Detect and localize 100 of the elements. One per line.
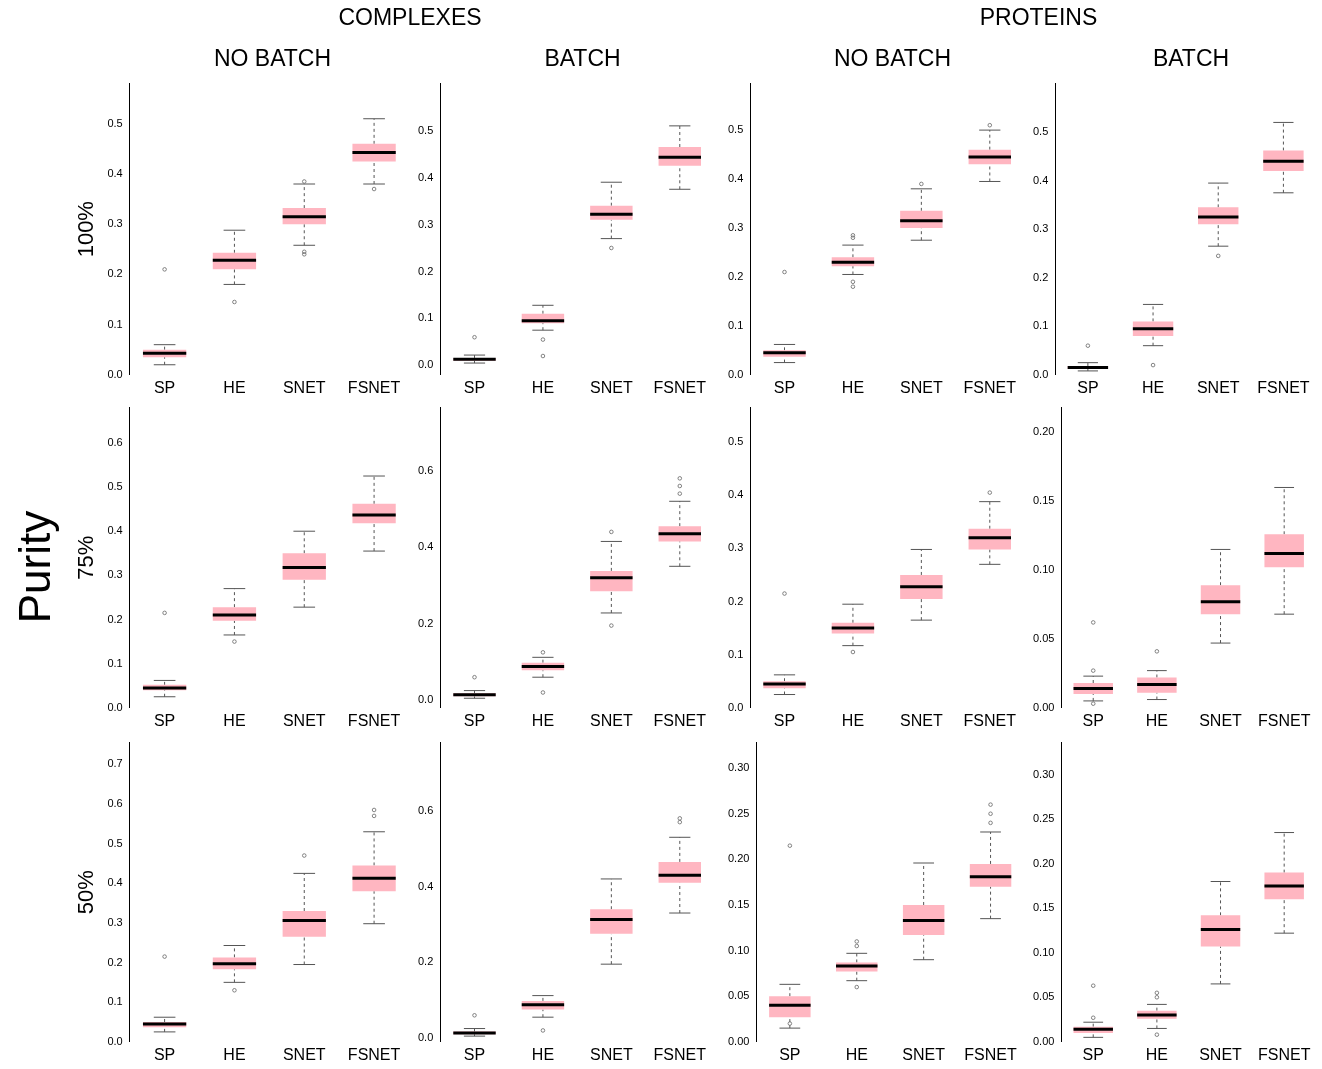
y-tick-label: 0.20 — [727, 852, 750, 865]
x-tick-label: SNET — [282, 711, 326, 729]
y-tick-label: 0.5 — [727, 123, 744, 136]
y-tick-label: 0.1 — [1032, 319, 1049, 332]
x-tick-label: SNET — [900, 711, 943, 729]
x-tick-label: FSNET — [1257, 378, 1310, 396]
x-tick-label: HE — [841, 378, 865, 396]
y-tick-label: 0.2 — [417, 616, 434, 629]
y-tick-label: 0.2 — [107, 955, 123, 968]
x-tick-label: HE — [1145, 711, 1168, 729]
x-tick-label: HE — [845, 1045, 868, 1063]
y-tick-label: 0.15 — [1032, 901, 1055, 914]
y-tick-label: 0.00 — [1032, 700, 1055, 713]
y-tick-label: 0.05 — [727, 989, 750, 1002]
y-tick-label: 0.3 — [1032, 222, 1049, 235]
y-tick-label: 0.0 — [417, 693, 434, 706]
y-tick-label: 0.5 — [107, 116, 123, 129]
x-tick-label: SP — [463, 1045, 486, 1063]
x-tick-label: FSNET — [653, 378, 707, 396]
text: PROTEINS — [978, 4, 1099, 31]
y-tick-label: 0.3 — [417, 217, 434, 230]
y-tick-label: 0.05 — [1032, 631, 1055, 644]
y-axis-title: 100% — [73, 201, 99, 258]
y-tick-label: 0.1 — [727, 318, 744, 331]
y-tick-label: 0.0 — [727, 700, 744, 713]
y-tick-label: 0.3 — [107, 217, 123, 230]
y-axis-title: 75% — [73, 535, 99, 580]
x-tick-label: SP — [153, 378, 176, 396]
x-tick-label: SP — [463, 378, 486, 396]
x-tick-label: HE — [531, 1045, 555, 1063]
x-tick-label: SNET — [282, 1045, 326, 1063]
y-tick-label: 0.0 — [107, 700, 123, 713]
y-tick-label: 0.5 — [417, 123, 434, 136]
x-tick-label: SP — [153, 1045, 176, 1063]
x-tick-label: SNET — [590, 1045, 633, 1063]
y-tick-label: 0.4 — [417, 540, 434, 553]
y-axis-title: 50% — [73, 870, 99, 915]
y-tick-label: 0.1 — [417, 311, 434, 324]
y-tick-label: 0.2 — [727, 594, 744, 607]
x-tick-label: SP — [1082, 1045, 1104, 1063]
chart-title: NO BATCH — [832, 44, 953, 73]
x-tick-label: HE — [1145, 1045, 1168, 1063]
y-tick-label: 0.5 — [107, 836, 123, 849]
x-tick-label: FSNET — [653, 711, 707, 729]
y-tick-label: 0.00 — [727, 1034, 750, 1047]
x-tick-label: HE — [531, 711, 555, 729]
x-tick-label: SNET — [900, 378, 943, 396]
x-tick-label: HE — [223, 378, 246, 396]
x-tick-label: SNET — [1199, 711, 1243, 729]
y-tick-label: 0.05 — [1032, 990, 1055, 1003]
y-tick-label: 0.3 — [727, 221, 744, 234]
y-tick-label: 0.0 — [417, 1031, 434, 1044]
y-tick-label: 0.15 — [727, 898, 750, 910]
text: COMPLEXES — [337, 4, 483, 31]
y-tick-label: 0.4 — [417, 170, 434, 183]
y-tick-label: 0.10 — [1032, 563, 1055, 576]
y-tick-label: 0.30 — [727, 761, 750, 774]
y-tick-label: 0.5 — [727, 435, 744, 448]
y-tick-label: 0.4 — [727, 488, 744, 501]
x-tick-label: FSNET — [964, 1045, 1017, 1063]
chart-title: BATCH — [543, 44, 622, 73]
y-tick-label: 0.0 — [107, 1034, 123, 1047]
x-tick-label: SNET — [1196, 378, 1240, 396]
y-tick-label: 0.2 — [417, 264, 434, 277]
x-tick-label: FSNET — [963, 378, 1017, 396]
y-tick-label: 0.5 — [1032, 125, 1049, 138]
y-tick-label: 0.2 — [107, 612, 123, 625]
y-tick-label: 0.4 — [727, 172, 744, 185]
y-tick-label: 0.2 — [1032, 270, 1049, 283]
x-tick-label: SP — [779, 1045, 801, 1063]
x-tick-label: SNET — [590, 378, 633, 396]
y-tick-label: 0.3 — [107, 568, 123, 581]
y-tick-label: 0.10 — [727, 943, 750, 956]
y-tick-label: 0.00 — [1032, 1034, 1055, 1047]
x-tick-label: HE — [1141, 378, 1165, 396]
y-tick-label: 0.1 — [107, 656, 123, 669]
x-tick-label: FSNET — [347, 378, 401, 396]
y-tick-label: 0.6 — [417, 463, 434, 476]
x-tick-label: SP — [153, 711, 176, 729]
x-tick-label: SP — [1082, 711, 1104, 729]
x-tick-label: HE — [531, 378, 555, 396]
x-tick-label: SNET — [1199, 1045, 1243, 1063]
y-tick-label: 0.7 — [107, 757, 123, 770]
y-tick-label: 0.3 — [107, 915, 123, 928]
x-tick-label: SNET — [902, 1045, 946, 1063]
x-tick-label: FSNET — [963, 711, 1017, 729]
y-tick-label: 0.20 — [1032, 856, 1055, 869]
chart-title: BATCH — [1151, 44, 1231, 73]
y-tick-label: 0.0 — [107, 367, 123, 380]
y-tick-label: 0.4 — [1032, 173, 1049, 186]
x-tick-label: FSNET — [1257, 711, 1311, 729]
y-tick-label: 0.2 — [727, 269, 744, 282]
y-tick-label: 0.6 — [107, 435, 123, 448]
y-tick-label: 0.4 — [107, 876, 123, 889]
x-tick-label: SP — [773, 378, 796, 396]
y-tick-label: 0.5 — [107, 480, 123, 493]
y-tick-label: 0.1 — [107, 317, 123, 330]
y-tick-label: 0.4 — [417, 879, 434, 892]
chart-title: NO BATCH — [212, 44, 333, 73]
y-tick-label: 0.15 — [1032, 494, 1055, 507]
